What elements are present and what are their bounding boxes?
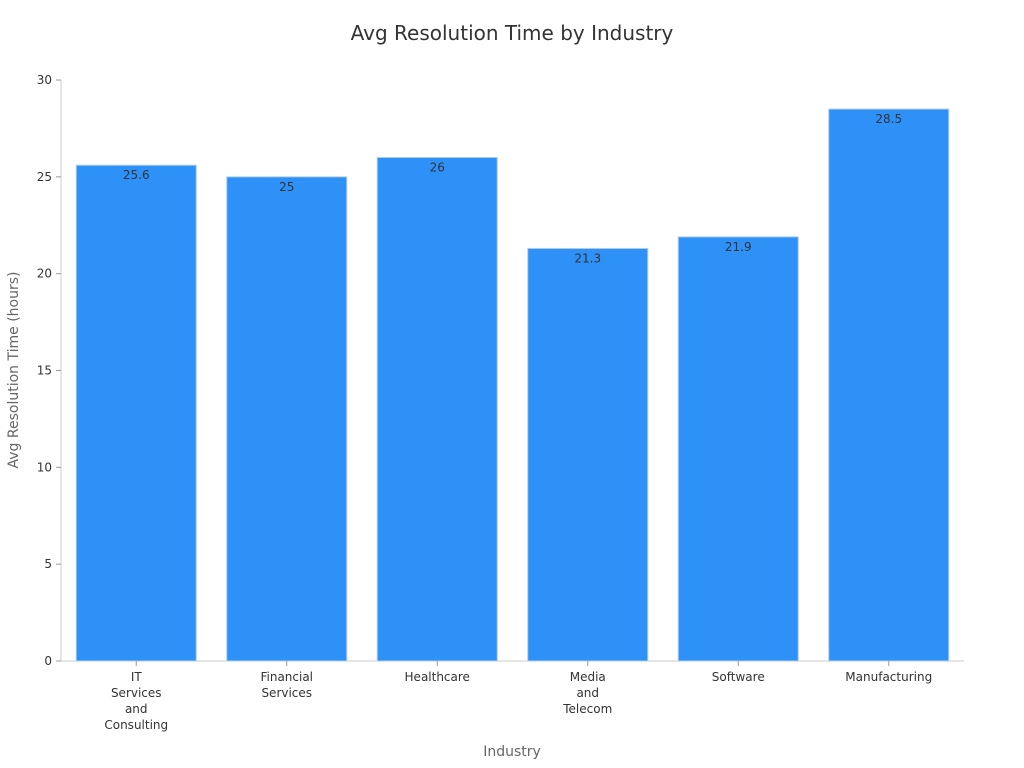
x-tick-label: Manufacturing	[845, 670, 932, 684]
bar-value-label: 21.3	[574, 251, 601, 265]
x-tick-label: Financial Services	[260, 670, 313, 700]
bar-value-label: 21.9	[725, 240, 752, 254]
x-tick-label-line: Services	[261, 686, 312, 700]
x-tick-label-line: Manufacturing	[845, 670, 932, 684]
x-tick-label-line: Services	[111, 686, 162, 700]
x-tick-label-line: IT	[131, 670, 143, 684]
plot-area: 0 5 10 15 20 25 30 25.6 IT Services and Consulting 2…	[37, 73, 964, 732]
y-tick-label: 20	[37, 267, 52, 281]
y-tick-label: 0	[44, 654, 52, 668]
y-tick-label: 10	[37, 460, 52, 474]
x-tick-label: IT Services and Consulting	[104, 670, 168, 732]
bar-value-label: 25	[279, 180, 294, 194]
bar-value-label: 25.6	[123, 168, 150, 182]
x-tick-label-line: Telecom	[562, 702, 612, 716]
x-axis-title: Industry	[483, 744, 541, 760]
x-tick-label-line: Media	[570, 670, 606, 684]
x-tick-label-line: Financial	[260, 670, 313, 684]
x-tick-label-line: Software	[712, 670, 765, 684]
y-tick-label: 5	[44, 557, 52, 571]
y-axis-title: Avg Resolution Time (hours)	[6, 272, 22, 469]
x-tick-label: Media and Telecom	[562, 670, 612, 716]
bar[interactable]	[376, 156, 498, 662]
x-tick-label-line: and	[125, 702, 148, 716]
bar[interactable]	[226, 176, 348, 662]
bar[interactable]	[75, 164, 197, 662]
y-tick-label: 30	[37, 73, 52, 87]
x-tick-label: Software	[712, 670, 765, 684]
x-tick-label-line: Healthcare	[405, 670, 470, 684]
y-tick-label: 15	[37, 364, 52, 378]
x-tick-label: Healthcare	[405, 670, 470, 684]
y-tick-label: 25	[37, 170, 52, 184]
chart-title: Avg Resolution Time by Industry	[351, 21, 674, 45]
bar[interactable]	[828, 108, 950, 662]
x-tick-label-line: and	[576, 686, 599, 700]
bar-value-label: 26	[430, 160, 445, 174]
x-tick-label-line: Consulting	[104, 718, 168, 732]
bar[interactable]	[527, 247, 649, 662]
bar[interactable]	[677, 236, 799, 662]
bar-value-label: 28.5	[875, 112, 902, 126]
